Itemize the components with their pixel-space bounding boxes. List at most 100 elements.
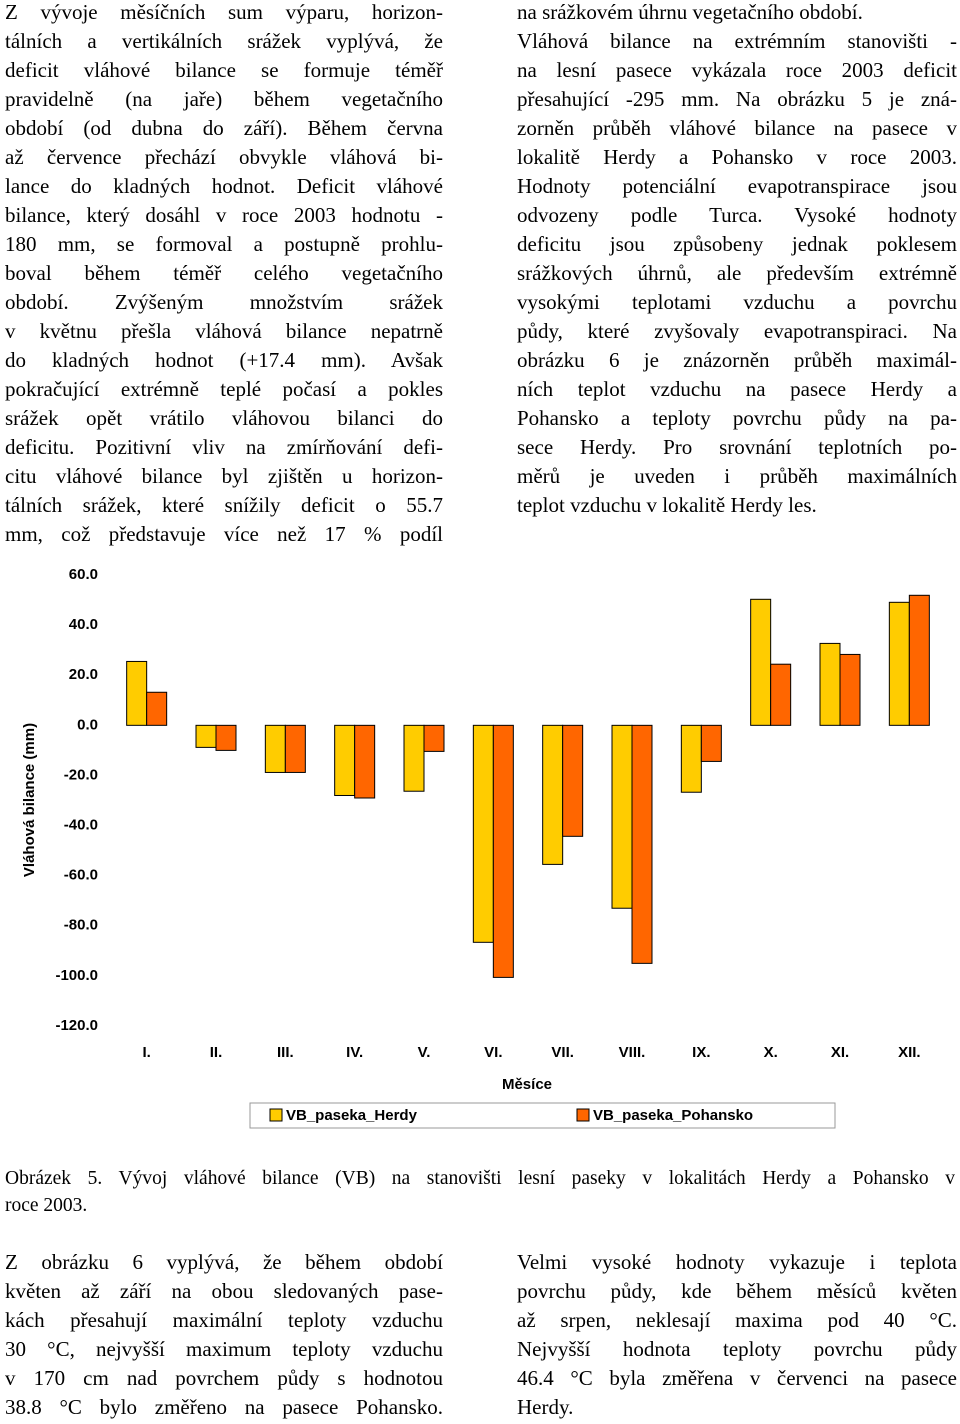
y-tick-label: 20.0 — [69, 666, 98, 683]
text-line: Z obrázku 6 vyplývá, že během období — [5, 1250, 443, 1274]
bar — [472, 724, 494, 943]
legend-swatch — [576, 1108, 590, 1122]
text-line: 46.4 °C byla změřena v červenci na pasec… — [517, 1366, 957, 1390]
bar — [334, 724, 356, 796]
text-line: půdy, které zvyšovaly evapotranspiraci. … — [517, 319, 957, 343]
bar — [195, 724, 217, 748]
bar — [146, 691, 168, 726]
legend-swatch — [269, 1108, 283, 1122]
text-line: Hodnoty potenciální evapotranspirace jso… — [517, 174, 957, 198]
x-tick-label: VII. — [551, 1044, 574, 1061]
text-line: lance do kladných hodnot. Deficit vláhov… — [5, 174, 443, 198]
text-line: ních teplot vzduchu na pasece Herdy a — [517, 377, 957, 401]
bar — [819, 642, 841, 726]
text-line: obrázku 6 je znázorněn průběh maximál- — [517, 348, 957, 372]
text-line: sece Herdy. Pro srovnání teplotních po- — [517, 435, 957, 459]
text-line: Z vývoje měsíčních sum výparu, horizon- — [5, 0, 443, 24]
x-axis-label: Měsíce — [502, 1076, 552, 1093]
legend-box — [249, 1102, 836, 1129]
text-line: období. Zvýšeným množstvím srážek — [5, 290, 443, 314]
text-line: teplot vzduchu v lokalitě Herdy les. — [517, 493, 817, 517]
text-line: Vláhová bilance na extrémním stanovišti … — [517, 29, 957, 53]
text-line: na lesní pasece vykázala roce 2003 defic… — [517, 58, 957, 82]
text-line: srážek opět vrátilo vláhovou bilanci do — [5, 406, 443, 430]
y-tick-label: -60.0 — [64, 867, 98, 884]
legend-label: VB_paseka_Herdy — [286, 1107, 418, 1124]
text-line: pravidelně (na jaře) během vegetačního — [5, 87, 443, 111]
x-tick-label: VIII. — [619, 1044, 646, 1061]
text-line: Herdy. — [517, 1395, 574, 1419]
text-line: na srážkovém úhrnu vegetačního období. — [517, 0, 863, 24]
x-tick-label: XI. — [831, 1044, 849, 1061]
bar — [631, 724, 653, 964]
text-line: roce 2003. — [5, 1195, 88, 1216]
text-line: boval během téměř celého vegetačního — [5, 261, 443, 285]
bar — [839, 653, 861, 726]
bar — [562, 724, 584, 837]
bar — [264, 724, 286, 773]
bar — [680, 724, 702, 793]
text-line: květen až září na obou sledovaných pase- — [5, 1279, 443, 1303]
legend-label: VB_paseka_Pohansko — [593, 1107, 753, 1124]
bar — [403, 724, 425, 792]
text-line: zorněn průběh vláhové bilance na pasece … — [517, 116, 957, 140]
text-line: období (od dubna do září). Během června — [5, 116, 443, 140]
x-tick-label: X. — [764, 1044, 778, 1061]
text-line: přesahující -295 mm. Na obrázku 5 je zná… — [517, 87, 957, 111]
text-line: pokračující extrémně teplé počasí a pokl… — [5, 377, 443, 401]
text-line: tálních a vertikálních srážek vyplývá, ž… — [5, 29, 443, 53]
text-line: 38.8 °C bylo změřeno na pasece Pohansko. — [5, 1395, 443, 1419]
x-tick-label: V. — [418, 1044, 431, 1061]
y-tick-label: 0.0 — [77, 716, 98, 733]
y-tick-label: -120.0 — [55, 1017, 98, 1034]
text-line: Obrázek 5. Vývoj vláhové bilance (VB) na… — [5, 1168, 955, 1189]
bar — [700, 724, 722, 762]
text-line: odvozeny podle Turca. Vysoké hodnoty — [517, 203, 957, 227]
bar — [750, 598, 772, 726]
bar — [888, 601, 910, 726]
text-line: Nejvyšší hodnota teploty povrchu půdy — [517, 1337, 957, 1361]
text-line: povrchu půdy, kde během měsíců květen — [517, 1279, 957, 1303]
y-tick-label: -40.0 — [64, 817, 98, 834]
text-line: 30 °C, nejvyšší maximum teploty vzduchu — [5, 1337, 443, 1361]
text-line: měrů je uveden i průběh maximálních — [517, 464, 957, 488]
x-tick-label: XII. — [898, 1044, 921, 1061]
y-tick-label: -100.0 — [55, 967, 98, 984]
bar — [611, 724, 633, 909]
text-line: srážkových úhrnů, ale především extrémně — [517, 261, 957, 285]
text-line: deficit vláhové bilance se formuje téměř — [5, 58, 443, 82]
text-line: Velmi vysoké hodnoty vykazuje i teplota — [517, 1250, 957, 1274]
text-line: citu vláhové bilance byl zjištěn u horiz… — [5, 464, 443, 488]
bar — [492, 724, 514, 978]
bar — [423, 724, 445, 752]
text-line: lokalitě Herdy a Pohansko v roce 2003. — [517, 145, 957, 169]
x-tick-label: IV. — [346, 1044, 363, 1061]
text-line: mm, což představuje více než 17 % podíl — [5, 522, 443, 546]
text-line: Pohansko a teploty povrchu půdy na pa- — [517, 406, 957, 430]
text-line: kách přesahují maximální teploty vzduchu — [5, 1308, 443, 1332]
x-tick-label: IX. — [692, 1044, 710, 1061]
text-line: až srpen, neklesají maxima pod 40 °C. — [517, 1308, 957, 1332]
x-tick-label: I. — [142, 1044, 150, 1061]
bar — [770, 663, 792, 726]
text-line: 180 mm, se formoval a postupně prohlu- — [5, 232, 443, 256]
x-tick-label: II. — [210, 1044, 223, 1061]
y-tick-label: 40.0 — [69, 616, 98, 633]
bar — [908, 594, 930, 726]
text-line: deficitu jsou způsobeny jednak poklesem — [517, 232, 957, 256]
bar — [542, 724, 564, 865]
text-line: bilance, který dosáhl v roce 2003 hodnot… — [5, 203, 443, 227]
text-line: tálních srážek, které snížily deficit o … — [5, 493, 443, 517]
text-line: až července přechází obvykle vláhová bi- — [5, 145, 443, 169]
x-tick-label: III. — [277, 1044, 294, 1061]
text-line: v 170 cm nad povrchem půdy s hodnotou — [5, 1366, 443, 1390]
y-tick-label: 60.0 — [69, 566, 98, 583]
text-line: vysokými teplotami vzduchu a povrchu — [517, 290, 957, 314]
y-axis-label: Vláhová bilance (mm) — [21, 723, 38, 877]
y-tick-label: -20.0 — [64, 766, 98, 783]
text-line: do kladných hodnot (+17.4 mm). Avšak — [5, 348, 443, 372]
bar — [215, 724, 237, 751]
x-tick-label: VI. — [484, 1044, 502, 1061]
